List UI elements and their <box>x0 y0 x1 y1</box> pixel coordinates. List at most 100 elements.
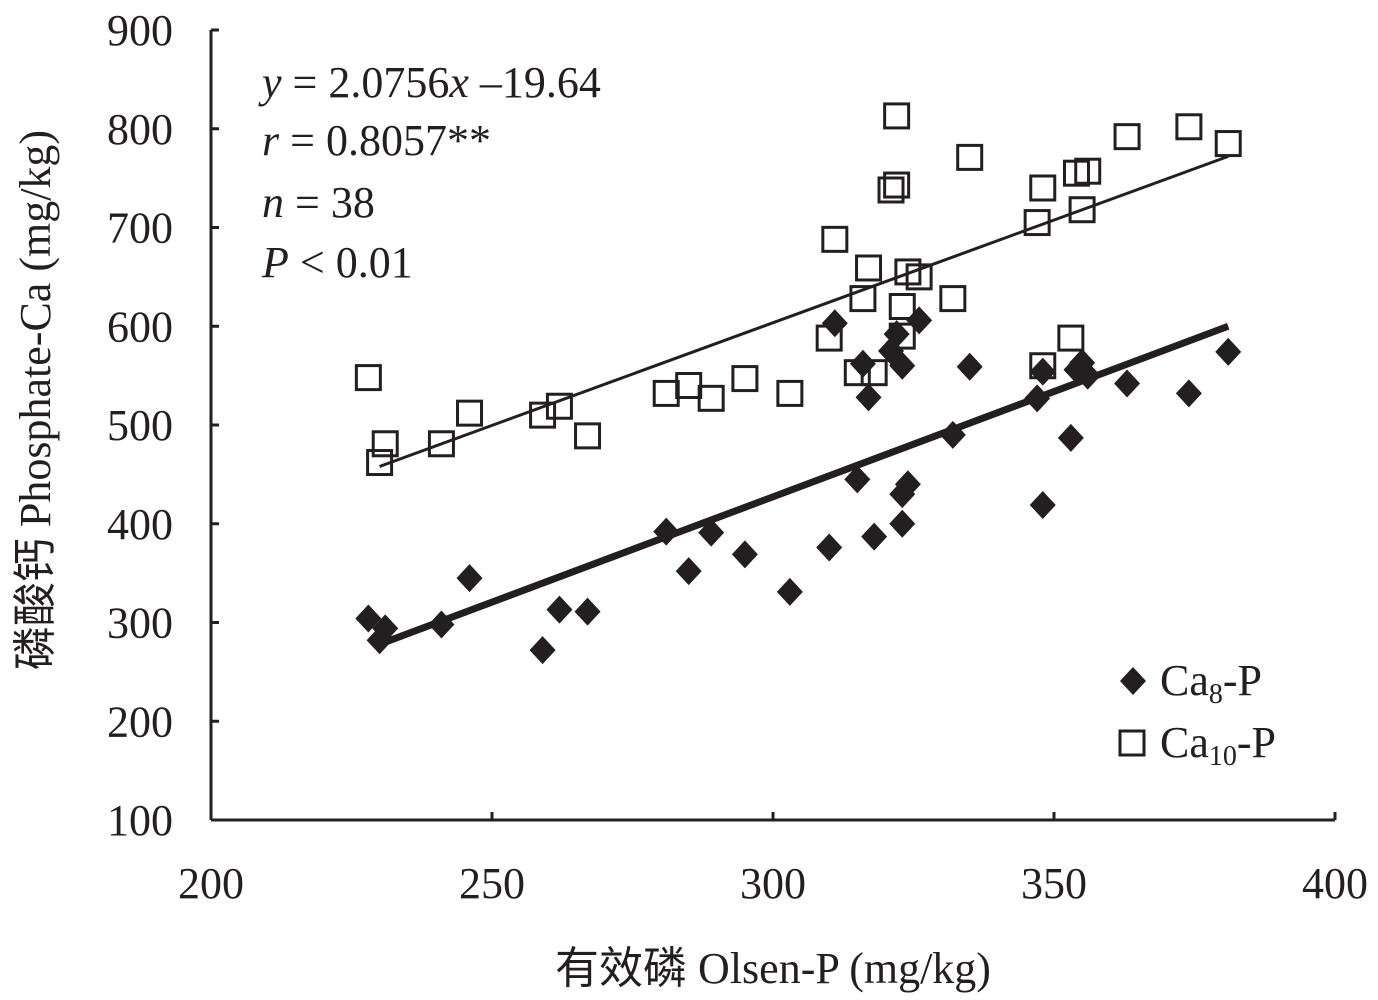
ca8-p-point <box>675 557 702 586</box>
y-tick-label: 300 <box>107 599 173 648</box>
y-tick-label: 100 <box>107 796 173 845</box>
regression-annotation: y = 2.0756x –19.64 r = 0.8057** n = 38 P… <box>258 58 601 287</box>
x-tick-label: 350 <box>1021 859 1087 908</box>
y-axis-ticks: 100 200 300 400 500 600 700 800 900 <box>107 6 219 845</box>
ca10-p-point <box>1113 123 1141 151</box>
ca10-p-point <box>731 365 759 393</box>
sample-size: n = 38 <box>262 178 375 227</box>
p-value: P < 0.01 <box>261 238 413 287</box>
ca10-p-point <box>855 254 883 282</box>
ca10-p-point <box>1057 324 1085 352</box>
x-axis-title: 有效磷 Olsen-P (mg/kg) <box>555 944 991 993</box>
ca8-p-point <box>546 595 573 624</box>
ca10-p-point <box>883 171 911 199</box>
plot-area <box>354 102 1242 665</box>
ca10-p-point <box>888 322 916 350</box>
ca8-p-point <box>889 509 916 538</box>
ca10-p-point <box>956 143 984 171</box>
y-axis-title: 磷酸钙 Phosphate-Ca (mg/kg) <box>11 130 60 670</box>
ca8-p-point <box>731 540 758 569</box>
ca10-p-point <box>1068 196 1096 224</box>
ca10-p-point <box>883 102 911 130</box>
equation-intercept: –19.64 <box>469 58 601 107</box>
ca8-p-point <box>1175 379 1202 408</box>
ca10-p-point <box>371 430 399 458</box>
regression-equation: y = 2.0756x –19.64 <box>258 58 601 107</box>
ca8-p-point <box>939 420 966 449</box>
ca8-p-point <box>372 614 399 643</box>
ca8-p-point <box>1074 361 1101 390</box>
ca8-p-point <box>1029 357 1056 386</box>
ca10-p-point <box>1214 130 1242 158</box>
ca10-p-point <box>821 225 849 253</box>
ca10-p-point <box>545 392 573 420</box>
ca10-p-point <box>939 285 967 313</box>
axes: 200 250 300 350 400 100200300400500600700800… <box>107 6 1368 908</box>
x-tick-label: 400 <box>1302 859 1368 908</box>
ca8-p-point <box>816 533 843 562</box>
x-tick-label: 300 <box>740 859 806 908</box>
ca10-p-point <box>574 422 602 450</box>
ca10-p-point <box>366 449 394 477</box>
ca8-p-point <box>529 636 556 665</box>
ca8-p-point <box>776 577 803 606</box>
ca10-p-point <box>1029 352 1057 380</box>
legend: Ca8-P Ca10-P <box>1118 656 1276 772</box>
y-tick-label: 600 <box>107 302 173 351</box>
ca8-p-point <box>698 518 725 547</box>
x-axis-ticks: 200 250 300 350 400 <box>178 812 1368 908</box>
ca10-p-point <box>675 372 703 399</box>
legend-ca8-suffix: -P <box>1223 656 1262 705</box>
ca8-p-point <box>906 306 933 335</box>
legend-ca8-main: Ca <box>1160 656 1209 705</box>
ca10-p-point <box>905 263 933 291</box>
ca8-p-point <box>428 610 455 639</box>
legend-label-ca8-p: Ca8-P <box>1160 656 1262 710</box>
ca10-p-point <box>529 401 557 429</box>
legend-ca10-subscript: 10 <box>1209 741 1237 772</box>
y-tick-label: 500 <box>107 401 173 450</box>
ca10-p-point <box>849 285 877 313</box>
equation-slope: = 2.0756 <box>282 58 450 107</box>
x-tick-label: 200 <box>178 859 244 908</box>
y-tick-label: 900 <box>107 6 173 55</box>
ca8-p-point <box>574 597 601 626</box>
ca8-p-point <box>1215 337 1242 366</box>
ca10-p-point <box>456 399 484 427</box>
equation-x-variable: x <box>448 58 469 107</box>
ca10-p-point <box>652 379 680 407</box>
trendline-ca10-p <box>379 154 1229 468</box>
ca8-p-point <box>821 309 848 338</box>
ca8-p-point <box>355 604 382 633</box>
n-variable: n <box>262 178 284 227</box>
ca10-p-point <box>888 293 916 320</box>
ca8-p-point <box>1024 384 1051 413</box>
legend-marker-ca8-p <box>1120 667 1146 695</box>
legend-ca10-suffix: -P <box>1237 718 1276 767</box>
ca10-p-point <box>354 364 382 392</box>
ca10-p-point <box>776 379 804 407</box>
r-value: = 0.8057** <box>279 116 491 165</box>
ca10-p-point <box>860 359 888 387</box>
ca8-p-point <box>861 522 888 551</box>
legend-ca10-main: Ca <box>1160 718 1209 767</box>
n-value: = 38 <box>284 178 375 227</box>
p-threshold: < 0.01 <box>289 238 413 287</box>
ca10-p-point <box>877 176 905 204</box>
ca8-p-point <box>1029 490 1056 519</box>
ca8-p-point <box>1057 423 1084 452</box>
ca10-p-point <box>1029 174 1057 202</box>
ca10-p-point <box>815 324 843 352</box>
ca10-p-point <box>1175 113 1203 141</box>
ca8-p-point <box>855 383 882 412</box>
x-tick-label: 250 <box>459 859 525 908</box>
ca10-p-point <box>843 359 871 387</box>
trendline-ca8-p <box>378 322 1230 648</box>
legend-ca8-subscript: 8 <box>1209 679 1223 710</box>
ca8-p-point <box>844 465 871 494</box>
legend-label-ca10-p: Ca10-P <box>1160 718 1276 772</box>
y-tick-label: 400 <box>107 500 173 549</box>
ca8-p-point <box>889 351 916 380</box>
y-tick-label: 700 <box>107 204 173 253</box>
